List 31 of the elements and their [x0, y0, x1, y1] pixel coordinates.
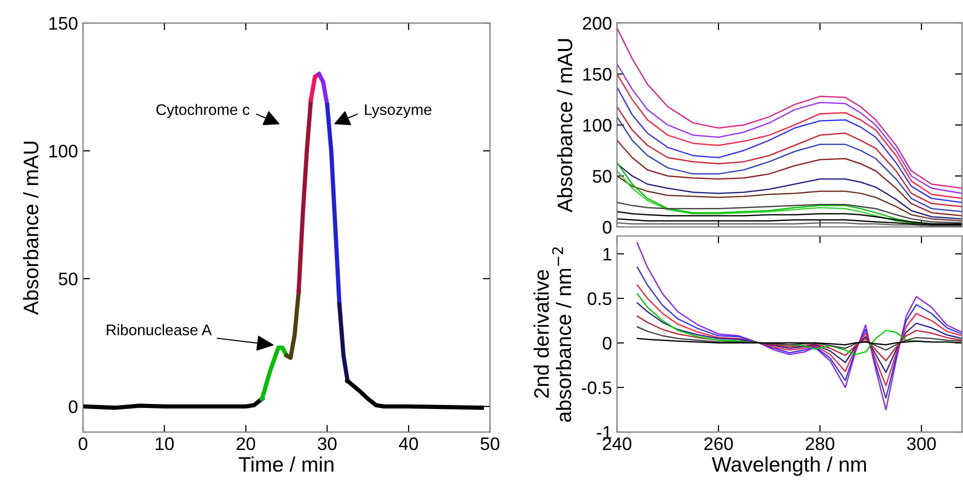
- y-tick-label: 0.5: [588, 292, 612, 306]
- y-tick-label: 0: [602, 220, 612, 234]
- y-tick-label: 150: [49, 16, 78, 30]
- x-tick-label: 10: [156, 437, 174, 450]
- x-tick-label: 300: [907, 437, 936, 450]
- x-tick-label: 30: [318, 437, 337, 450]
- y-tick-label: 200: [582, 16, 612, 30]
- y-tick-label: 50: [58, 272, 78, 286]
- y-axis-title: Absorbance / mAU: [23, 142, 38, 315]
- y-axis-title: 2nd derivative absorbance / nm$^{−2}$: [534, 247, 572, 422]
- x-tick-label: 40: [398, 437, 418, 450]
- y-tick-label: 50: [592, 170, 612, 183]
- x-tick-label: 50: [480, 437, 500, 450]
- x-tick-label: 20: [236, 437, 256, 450]
- y-tick-label: 150: [583, 68, 612, 81]
- annotation: Lysozyme: [365, 104, 432, 118]
- y-tick-label: 100: [583, 118, 612, 132]
- x-tick-label: 280: [806, 437, 834, 450]
- y-tick-label: 0: [68, 400, 78, 414]
- y-tick-label: -0.5: [582, 381, 612, 394]
- x-tick-label: 240: [602, 437, 632, 450]
- annotation: Ribonuclease A: [106, 324, 212, 336]
- annotation: Cytochrome c: [156, 104, 250, 118]
- y-tick-label: 100: [49, 144, 78, 158]
- x-axis-title: Time / min: [238, 456, 334, 472]
- x-axis-title: Wavelength / nm: [712, 456, 866, 476]
- y-tick-label: 0: [602, 336, 612, 350]
- x-tick-label: 260: [704, 437, 733, 450]
- y-tick-label: 1: [603, 248, 612, 260]
- y-axis-title: Absorbance / mAU: [557, 39, 572, 212]
- x-tick-label: 0: [78, 437, 88, 450]
